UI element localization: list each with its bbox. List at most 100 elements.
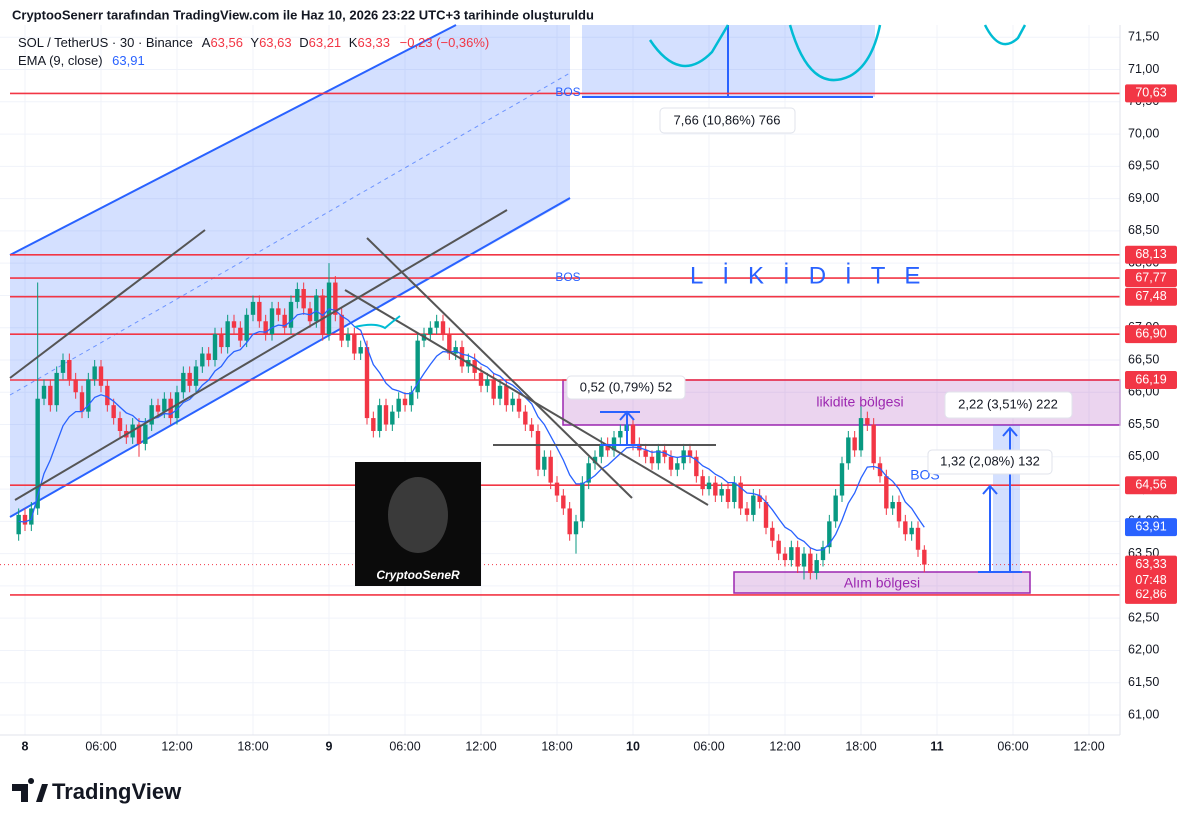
y-tick-label: 70,00 <box>1128 126 1159 140</box>
curve <box>648 24 1027 82</box>
candle-body <box>225 321 230 348</box>
candle-body <box>111 405 116 419</box>
candle-body <box>580 482 585 522</box>
x-tick-label: 18:00 <box>237 739 268 753</box>
candle-body <box>314 295 319 322</box>
arrow <box>354 315 401 330</box>
candle-body <box>738 482 743 509</box>
candle-body <box>542 456 547 470</box>
measure-fill <box>993 425 1020 572</box>
candle-body <box>789 547 794 561</box>
candles <box>16 263 927 580</box>
candle-body <box>187 372 192 386</box>
candle-body <box>719 489 724 496</box>
candle-body <box>776 540 781 554</box>
candle-body <box>586 463 591 483</box>
grid <box>0 25 1120 735</box>
candle-body <box>219 334 224 348</box>
candle-body <box>415 340 420 393</box>
candle-body <box>206 353 211 360</box>
ohlc-key: K <box>349 35 358 50</box>
candle-body <box>428 327 433 335</box>
price-tag-label: 68,13 <box>1135 247 1166 261</box>
indicator-value: 63,91 <box>112 53 145 68</box>
candle-body <box>345 334 351 341</box>
candle-body <box>504 385 509 406</box>
candle-body <box>276 308 281 315</box>
watermark-figure <box>388 477 448 553</box>
candle-body <box>649 456 655 464</box>
price-tag-label: 66,90 <box>1135 326 1166 340</box>
x-tick-label: 06:00 <box>693 739 724 753</box>
candle-body <box>358 347 363 354</box>
measure-label: 1,32 (2,08%) 132 <box>940 453 1040 468</box>
bos-label: BOS <box>555 270 580 284</box>
candle-body <box>877 463 883 477</box>
candle-body <box>839 463 845 496</box>
candle-body <box>136 424 142 444</box>
candle-body <box>257 301 262 322</box>
price-tag-label: 63,33 <box>1135 557 1166 571</box>
candle-body <box>529 424 534 431</box>
candle-body <box>409 392 414 406</box>
candle-body <box>618 430 623 438</box>
y-tick-label: 69,50 <box>1128 159 1159 173</box>
candle-body <box>48 385 53 406</box>
y-tick-label: 69,00 <box>1128 191 1159 205</box>
candle-body <box>725 489 731 502</box>
y-tick-label: 62,00 <box>1128 643 1159 657</box>
candle-body <box>903 521 908 535</box>
candle-body <box>896 501 902 522</box>
trend-line <box>366 237 633 499</box>
candle-body <box>808 553 813 573</box>
candle-body <box>60 359 66 373</box>
candle-body <box>516 398 522 412</box>
price-tag <box>1125 245 1177 264</box>
channel-bottom <box>9 197 571 518</box>
candle-body <box>41 385 47 399</box>
candle-body <box>98 366 104 386</box>
x-tick-label: 11 <box>930 739 943 753</box>
measure-arrow <box>978 426 1022 573</box>
candle-body <box>814 560 819 573</box>
candle-body <box>434 321 439 328</box>
y-tick-label: 61,00 <box>1128 707 1159 721</box>
y-tick-label: 65,50 <box>1128 417 1159 431</box>
candle-body <box>852 437 857 451</box>
candle-body <box>846 437 851 464</box>
change: −0,23 (−0,36%) <box>400 35 490 50</box>
x-tick-label: 12:00 <box>161 739 192 753</box>
x-tick-label: 12:00 <box>769 739 800 753</box>
ohlc-value: 63,56 <box>210 35 243 50</box>
candle-body <box>459 347 465 367</box>
price-tag <box>1125 287 1177 306</box>
candle-body <box>301 288 306 309</box>
brand[interactable]: TradingView <box>52 779 182 804</box>
trend-line <box>9 229 206 379</box>
candle-body <box>193 366 199 386</box>
price-tag-label: 70,63 <box>1135 86 1166 100</box>
candle-body <box>491 379 496 399</box>
y-tick-label: 61,50 <box>1128 675 1159 689</box>
candle-body <box>282 314 287 328</box>
x-tick-label: 9 <box>326 739 333 753</box>
indicator-name: EMA (9, close) <box>18 53 103 68</box>
x-tick-label: 8 <box>22 739 29 753</box>
candle-body <box>567 508 572 535</box>
candle-body <box>561 495 566 509</box>
candle-body <box>858 418 864 451</box>
indicator-legend: EMA (9, close) 63,91 <box>18 53 145 68</box>
candle-body <box>79 392 85 412</box>
candle-body <box>599 443 604 457</box>
x-tick-label: 06:00 <box>85 739 116 753</box>
ohlc-key: Y <box>250 35 259 50</box>
candle-body <box>29 508 34 525</box>
drawings-over: BOS BOS BOS LİKİDİTE likidite bölgesi Al… <box>9 85 1073 591</box>
candle-body <box>744 508 750 515</box>
price-tags: 70,63 68,13 67,77 67,48 66,90 66,19 64,56 62,86… <box>1125 84 1177 604</box>
candle-body <box>763 501 769 528</box>
candle-body <box>67 359 72 380</box>
candle-body <box>117 418 123 431</box>
candle-body <box>390 411 395 425</box>
